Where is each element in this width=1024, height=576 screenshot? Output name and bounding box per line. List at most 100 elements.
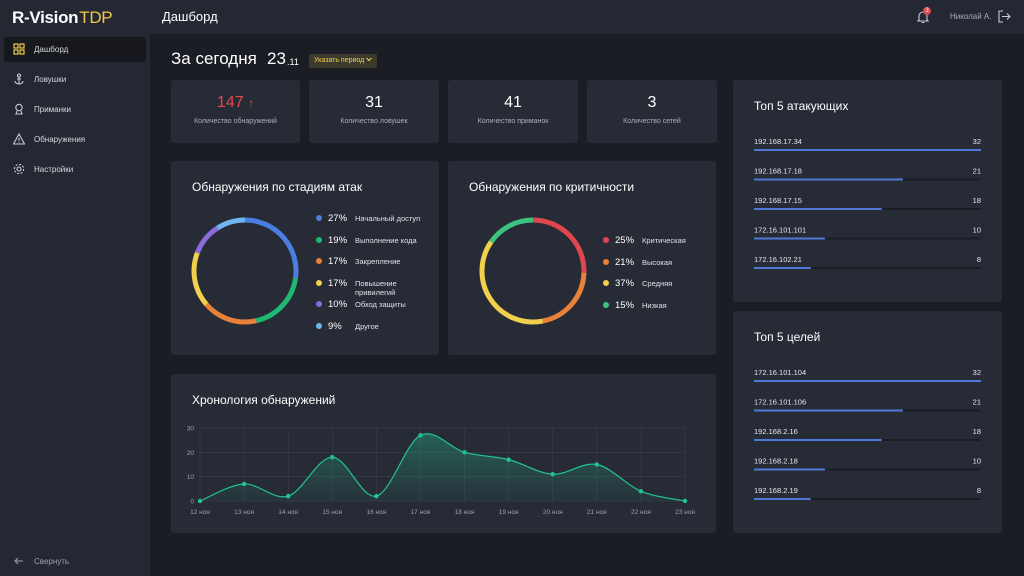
icon [13,163,25,175]
donut [479,217,587,325]
legend-value: 10% [328,299,348,311]
bar-label: 192.168.17.34 [754,137,802,146]
collapse[interactable]: Свернуть [14,556,69,566]
chart-title: Хронология обнаружений [192,393,336,407]
y-tick-label: 10 [187,474,195,481]
legend-item: 19% Выполнение кода [316,235,431,253]
legend-label: Другое [355,322,379,331]
donut-segment [255,277,298,324]
point [330,455,335,460]
sidebar: R-VisionTDP Дашборд Ловушки Приманки Обн… [0,0,150,576]
period-button[interactable]: Указать период [309,54,378,68]
bar-list: 192.168.17.34 32 192.168.17.18 21 192.168.17… [754,137,981,269]
x-tick-label: 18 ноя [455,509,475,516]
x-tick-label: 14 ноя [278,509,298,516]
bar [754,267,811,269]
donut-segment [489,217,534,244]
legend-label: Начальный доступ [355,214,421,223]
bar-value: 18 [973,427,981,436]
period-month: .11 [287,57,299,67]
stat-value: 3 [647,94,657,111]
legend-item: 15% Низкая [603,300,718,318]
header: Дашборд 3 Николай А. [150,0,1024,34]
point [550,472,555,477]
point [197,498,203,504]
chevron [366,57,373,62]
chart-title: Топ 5 целей [754,330,821,344]
bar-track [754,237,981,240]
legend-dot [316,258,322,265]
bar-label: 172.16.102.21 [754,255,802,264]
nav-label: Ловушки [34,75,67,84]
chart-card: Обнаружения по стадиям атак 27% Начальный… [171,161,439,355]
bar [754,468,825,471]
nav-label: Дашборд [34,45,69,54]
legend-value: 17% [328,277,348,289]
stat-value: 41 [504,94,522,111]
legend-dot [316,215,322,221]
bar-value: 8 [977,255,981,264]
bar-label: 192.168.2.18 [754,457,798,466]
period-label: За сегодня [171,49,257,68]
bar-value: 18 [973,196,981,205]
bar-list: 172.16.101.104 32 172.16.101.106 21 192.168.… [754,368,981,500]
brand: R-Vision [12,8,79,27]
chart-card: Хронология обнаружений 0 10 20 30 12 ноя 13 н… [171,374,716,533]
logout[interactable] [998,10,1011,23]
user-name[interactable]: Николай А. [950,12,992,21]
legend-dot [316,323,322,329]
product: TDP [79,8,113,27]
legend-item: 37% Средняя [603,278,718,296]
x-tick-label: 12 ноя [190,509,210,516]
bar-track [754,498,981,500]
bar-value: 10 [973,226,981,235]
x-tick-label: 13 ноя [234,509,254,516]
x-tick-label: 19 ноя [499,509,519,516]
donut-segment [195,225,219,254]
nav-item[interactable]: Обнаружения [4,127,146,152]
legend-value: 9% [328,321,342,332]
bar-value: 32 [973,368,981,377]
donut-segment [244,217,299,279]
donut-segment [204,302,257,325]
bar-track [754,468,981,471]
legend-item: 27% Начальный доступ [316,213,431,231]
bar-label: 172.16.101.104 [754,368,806,377]
button-label: Указать период [314,57,365,64]
nav-item[interactable]: Приманки [4,97,146,122]
collapse-label: Свернуть [34,556,70,566]
nav-item[interactable]: Дашборд [4,37,146,62]
stat-value: 147 [216,94,244,111]
bar [754,149,981,151]
bar [754,409,903,412]
badge: 3 [923,7,931,15]
x-tick-label: 21 ноя [587,509,607,516]
stat-label: Количество ловушек [340,118,408,125]
stat-card: 3 Количество сетей [587,80,717,143]
bar-track [754,267,981,269]
icon [14,73,24,85]
legend-label: Средняя [642,279,673,289]
bar-value: 21 [973,398,981,407]
donut [191,217,299,325]
bar-value: 8 [977,486,981,495]
nav-item[interactable]: Ловушки [4,67,146,92]
icon [13,133,25,145]
bar-label: 172.16.101.106 [754,398,806,407]
point [418,433,423,438]
bar-value: 32 [973,137,981,146]
x-tick-label: 17 ноя [411,509,431,516]
chart-card: Обнаружения по критичности 25% Критическа… [448,161,716,355]
stat-card: 41 Количество приманок [448,80,578,143]
nav-label: Приманки [34,105,72,114]
nav-item[interactable]: Настройки [4,157,146,182]
bar [754,439,882,441]
donut-segment [532,217,587,273]
stat-card: 31 Количество ловушек [309,80,439,143]
legend-item: 10% Обход защиты [316,299,431,317]
legend-label: Обход защиты [355,300,406,310]
legend-label: Критическая [642,236,686,245]
bar [754,178,903,181]
icon [14,557,23,565]
